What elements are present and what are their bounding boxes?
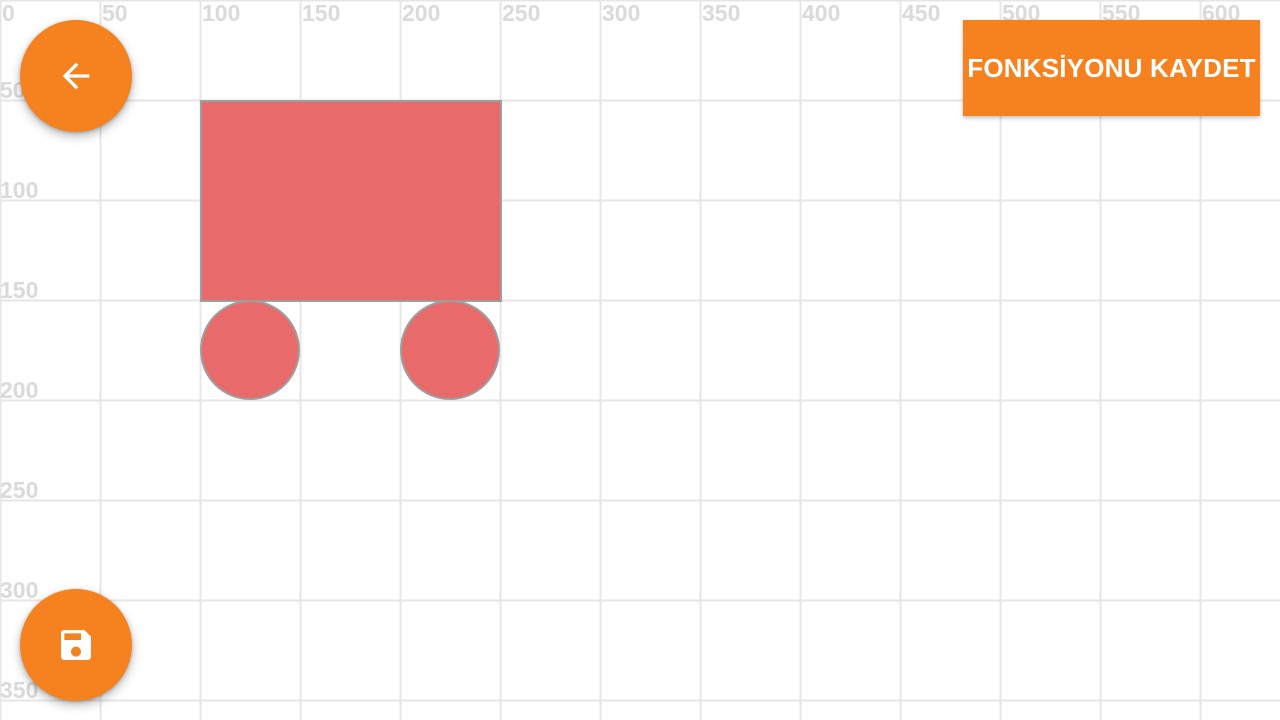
save-function-button[interactable]: FONKSİYONU KAYDET xyxy=(963,20,1260,116)
grid-x-label: 50 xyxy=(102,0,128,26)
grid-x-label: 250 xyxy=(502,0,540,26)
circle-shape[interactable] xyxy=(200,300,300,400)
back-button[interactable] xyxy=(20,20,132,132)
circle-shape[interactable] xyxy=(400,300,500,400)
grid-x-label: 300 xyxy=(602,0,640,26)
grid-x-label: 350 xyxy=(702,0,740,26)
grid-y-label: 300 xyxy=(0,577,38,603)
save-button[interactable] xyxy=(20,589,132,701)
grid-y-label: 350 xyxy=(0,677,38,703)
grid-x-label: 0 xyxy=(2,0,15,26)
grid-x-label: 400 xyxy=(802,0,840,26)
grid-y-label: 100 xyxy=(0,177,38,203)
grid-y-label: 250 xyxy=(0,477,38,503)
arrow-back-icon xyxy=(62,62,90,90)
grid-x-label: 200 xyxy=(402,0,440,26)
rectangle-shape[interactable] xyxy=(200,100,502,302)
grid-x-label: 150 xyxy=(302,0,340,26)
grid-y-label: 200 xyxy=(0,377,38,403)
floppy-disk-icon xyxy=(61,630,91,660)
grid-y-label: 150 xyxy=(0,277,38,303)
grid-x-label: 100 xyxy=(202,0,240,26)
grid-x-label: 450 xyxy=(902,0,940,26)
